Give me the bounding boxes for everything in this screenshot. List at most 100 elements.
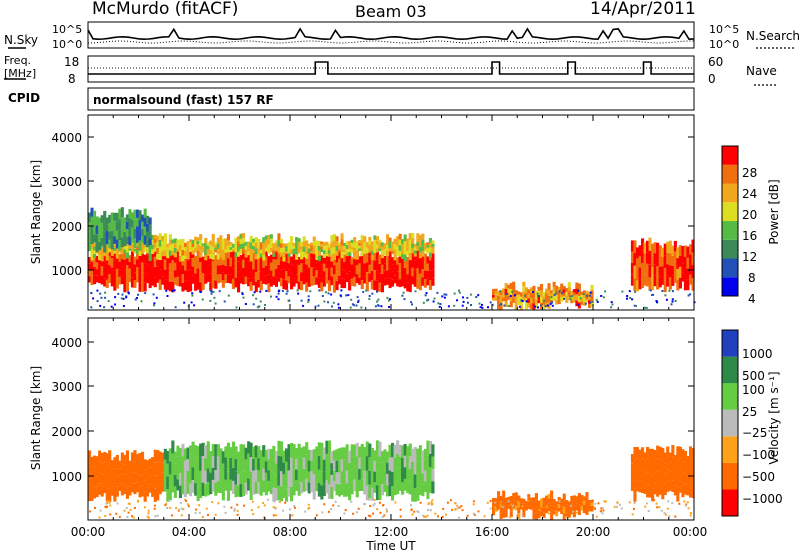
cell <box>123 259 127 271</box>
cell <box>231 454 235 468</box>
power-ytick-2000: 2000 <box>51 220 82 234</box>
cell <box>90 262 94 270</box>
cell <box>113 247 117 251</box>
scatter-cell <box>509 295 512 298</box>
freq-unit-label: [MHz] <box>4 67 36 80</box>
cell <box>158 462 162 473</box>
cell <box>138 240 142 251</box>
cell <box>136 251 140 260</box>
scatter-cell <box>374 305 377 308</box>
cell <box>557 291 561 296</box>
cell <box>95 476 99 487</box>
cell <box>335 449 339 461</box>
cell <box>322 242 326 247</box>
cell <box>529 503 533 507</box>
cell <box>88 222 92 232</box>
cell <box>497 500 501 505</box>
cell <box>386 462 390 474</box>
cell <box>340 269 344 279</box>
cell <box>678 469 682 482</box>
cell <box>231 243 235 246</box>
cell <box>330 235 334 242</box>
cell <box>201 265 205 274</box>
cell <box>221 244 225 250</box>
scatter-cell <box>282 509 284 512</box>
cell <box>325 241 329 246</box>
cell <box>300 246 304 251</box>
cell <box>105 224 109 231</box>
power-data-layer <box>88 207 696 310</box>
cell <box>237 451 241 463</box>
cell <box>196 244 200 248</box>
cell <box>226 265 230 275</box>
cell <box>588 502 592 506</box>
scatter-cell <box>92 297 95 300</box>
cell <box>302 468 306 481</box>
cell <box>365 456 369 471</box>
cell <box>209 483 213 495</box>
cell <box>272 259 276 268</box>
cell <box>335 236 339 242</box>
cell <box>540 507 544 512</box>
cell <box>494 498 498 502</box>
cell <box>287 253 291 257</box>
scatter-cell <box>652 293 655 296</box>
cell <box>237 485 241 497</box>
cell <box>252 253 256 262</box>
cell <box>305 454 309 467</box>
scatter-cell <box>183 301 186 304</box>
scatter-cell <box>127 291 130 294</box>
scatter-cell <box>436 291 439 294</box>
cell <box>123 253 127 257</box>
vel-cbar-tick-100: 100 <box>742 383 765 397</box>
cell <box>325 268 329 276</box>
cell <box>633 447 637 461</box>
cell <box>666 252 670 265</box>
cell <box>509 301 513 308</box>
cell <box>287 444 291 458</box>
scatter-cell <box>443 293 446 296</box>
scatter-cell <box>171 289 174 292</box>
scatter-cell <box>616 501 619 504</box>
cell <box>221 451 225 464</box>
scatter-cell <box>416 510 419 513</box>
scatter-cell <box>573 499 576 502</box>
cell <box>570 505 574 510</box>
cell <box>567 501 571 506</box>
scatter-cell <box>538 508 541 511</box>
cell <box>130 266 134 278</box>
cell <box>279 238 283 244</box>
cell <box>552 286 556 292</box>
cell <box>557 504 561 508</box>
scatter-cell <box>118 516 121 518</box>
date-title: 14/Apr/2011 <box>590 0 696 19</box>
scatter-cell <box>576 303 579 306</box>
cell <box>189 247 193 259</box>
cell <box>272 253 276 257</box>
scatter-cell <box>369 515 372 518</box>
cell <box>635 469 639 481</box>
cell <box>585 497 589 504</box>
cell <box>691 448 695 461</box>
cell <box>668 253 672 266</box>
cell <box>365 485 369 501</box>
cell <box>340 459 344 472</box>
cell <box>146 460 150 470</box>
cell <box>348 487 352 501</box>
cell <box>244 241 248 246</box>
cell <box>191 257 195 267</box>
cell <box>247 478 251 491</box>
scatter-cell <box>451 508 454 511</box>
cell <box>343 472 347 485</box>
cell <box>572 495 576 501</box>
cell <box>176 249 180 259</box>
cell <box>519 305 523 310</box>
cell <box>350 444 354 457</box>
cell <box>673 251 677 262</box>
cell <box>189 483 193 497</box>
cell <box>138 282 142 292</box>
cell <box>388 241 392 245</box>
cell <box>348 248 352 253</box>
cell <box>247 253 251 262</box>
cell <box>570 495 574 501</box>
